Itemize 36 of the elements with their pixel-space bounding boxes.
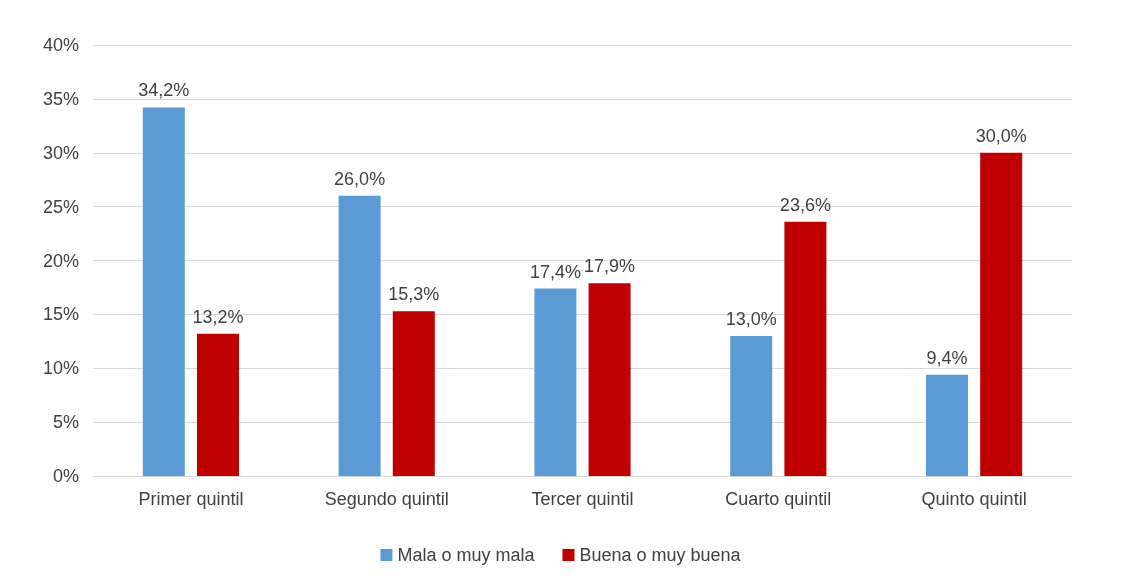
y-tick-label: 10% [42, 358, 79, 379]
bar [338, 195, 381, 476]
x-tick-label: Primer quintil [138, 489, 244, 509]
bar [196, 333, 239, 476]
bar [730, 335, 773, 476]
data-label: 26,0% [334, 168, 386, 189]
x-tick-label: Quinto quintil [921, 489, 1027, 509]
data-label: 13,2% [192, 306, 244, 327]
data-label: 30,0% [975, 125, 1027, 146]
data-label: 15,3% [388, 284, 440, 305]
data-label: 23,6% [779, 194, 831, 215]
bar [926, 374, 969, 476]
data-label: 17,9% [584, 256, 636, 277]
bar [588, 283, 631, 476]
data-label: 17,4% [529, 261, 581, 282]
legend-label: Mala o muy mala [397, 545, 536, 565]
bar [392, 311, 435, 476]
y-tick-label: 35% [42, 88, 79, 109]
y-tick-label: 40% [42, 35, 79, 55]
bar [142, 107, 185, 476]
data-label: 9,4% [926, 347, 968, 368]
x-tick-label: Tercer quintil [531, 489, 634, 509]
y-tick-label: 25% [42, 196, 79, 217]
y-tick-label: 15% [42, 304, 79, 325]
x-tick-label: Cuarto quintil [725, 489, 832, 509]
bar [784, 221, 827, 476]
y-tick-label: 20% [42, 250, 79, 271]
bar [534, 288, 577, 476]
legend-label: Buena o muy buena [579, 545, 742, 565]
data-label: 13,0% [725, 308, 777, 329]
data-label: 34,2% [138, 80, 190, 101]
bar [980, 152, 1023, 476]
y-tick-label: 5% [52, 412, 79, 433]
x-tick-label: Segundo quintil [324, 489, 449, 509]
y-tick-label: 0% [52, 466, 79, 486]
y-tick-label: 30% [42, 142, 79, 163]
